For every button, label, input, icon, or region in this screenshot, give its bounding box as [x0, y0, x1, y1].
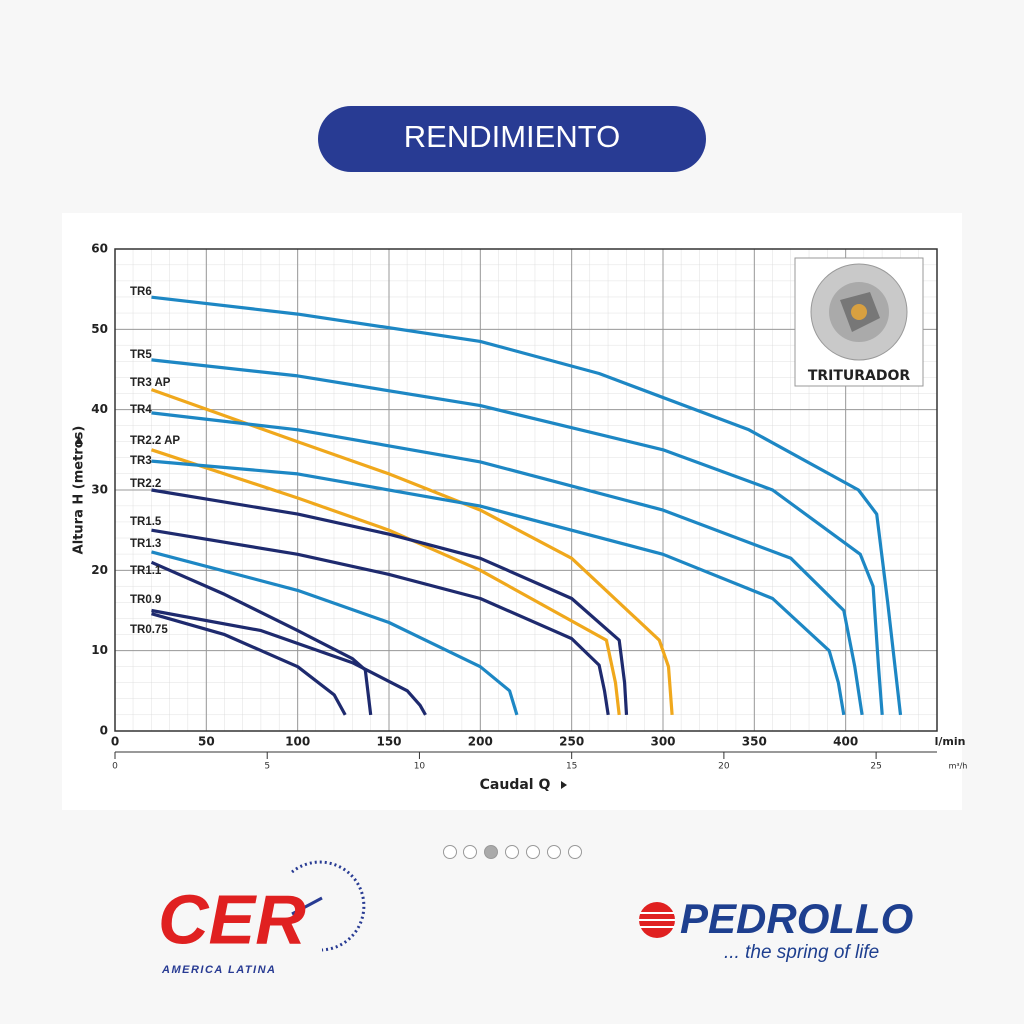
series-label: TR4 — [130, 404, 152, 416]
curve — [151, 358, 884, 716]
dot[interactable] — [505, 845, 519, 859]
pedrollo-slogan: ... the spring of life — [724, 942, 879, 963]
curve — [151, 295, 903, 716]
dot[interactable] — [463, 845, 477, 859]
curve — [151, 612, 347, 716]
inset-label: TRITURADOR — [808, 368, 911, 384]
series-label: TR6 — [130, 286, 152, 298]
cer-subtitle: AMERICA LATINA — [161, 964, 277, 976]
x-arrow — [561, 781, 567, 789]
x-tick-label: 200 — [468, 735, 493, 749]
cer-needle — [291, 896, 323, 916]
curve — [150, 448, 621, 716]
dot[interactable] — [443, 845, 457, 859]
y-tick-label: 0 — [100, 724, 108, 738]
x2-unit: m³/h — [949, 762, 968, 771]
y-arrow — [75, 436, 83, 444]
carousel-dots — [443, 845, 582, 859]
x-tick-label: 250 — [559, 735, 584, 749]
y-tick-label: 50 — [91, 322, 108, 336]
curve — [151, 459, 846, 716]
series-label: TR1.3 — [130, 538, 161, 550]
x-tick-label: 0 — [111, 735, 119, 749]
x2-tick-label: 10 — [414, 762, 426, 772]
inset-nut — [851, 304, 867, 320]
cer-logo: CER — [158, 880, 306, 958]
series-label: TR1.5 — [130, 516, 162, 528]
curve — [151, 488, 629, 715]
dot[interactable] — [568, 845, 582, 859]
plot-frame — [114, 248, 938, 732]
series-label: TR0.9 — [130, 594, 161, 606]
y-tick-label: 20 — [91, 563, 108, 577]
x-tick-label: 350 — [742, 735, 767, 749]
series-label: TR0.75 — [130, 624, 168, 636]
curve — [151, 528, 610, 716]
x2-tick-label: 20 — [718, 762, 730, 772]
x2-tick-label: 15 — [566, 762, 577, 772]
y-tick-label: 60 — [91, 242, 108, 256]
dot[interactable] — [547, 845, 561, 859]
y-tick-label: 40 — [91, 402, 108, 416]
curve — [150, 560, 373, 716]
x-tick-label: 300 — [650, 735, 675, 749]
series-label: TR3 — [130, 455, 152, 467]
curve — [150, 388, 674, 716]
series-label: TR2.2 — [130, 478, 161, 490]
curve — [151, 411, 864, 716]
series-label: TR2.2 AP — [130, 435, 180, 447]
x-tick-label: 50 — [198, 735, 215, 749]
x2-tick-label: 5 — [264, 762, 270, 772]
curve — [151, 550, 519, 716]
y-tick-label: 10 — [91, 643, 108, 657]
x-tick-label: 100 — [285, 735, 310, 749]
x2-tick-label: 0 — [112, 762, 118, 772]
dot-active[interactable] — [484, 845, 498, 859]
y-tick-label: 30 — [91, 483, 108, 497]
series-label: TR1.1 — [130, 565, 162, 577]
x-tick-label: 400 — [833, 735, 858, 749]
x-tick-label: 150 — [376, 735, 401, 749]
cer-dial — [291, 860, 366, 952]
pedrollo-logo: PEDROLLO — [680, 895, 913, 942]
dot[interactable] — [526, 845, 540, 859]
series-label: TR5 — [130, 349, 152, 361]
header-title: RENDIMIENTO — [404, 119, 620, 154]
x2-tick-label: 25 — [870, 762, 881, 772]
series-label: TR3 AP — [130, 377, 171, 389]
pedrollo-stripes — [639, 912, 675, 928]
curve — [151, 608, 427, 716]
x-unit: l/min — [935, 735, 966, 748]
x-axis-label: Caudal Q — [480, 777, 551, 793]
y-axis-label: Altura H (metros) — [72, 426, 87, 555]
header-pill — [318, 106, 706, 172]
